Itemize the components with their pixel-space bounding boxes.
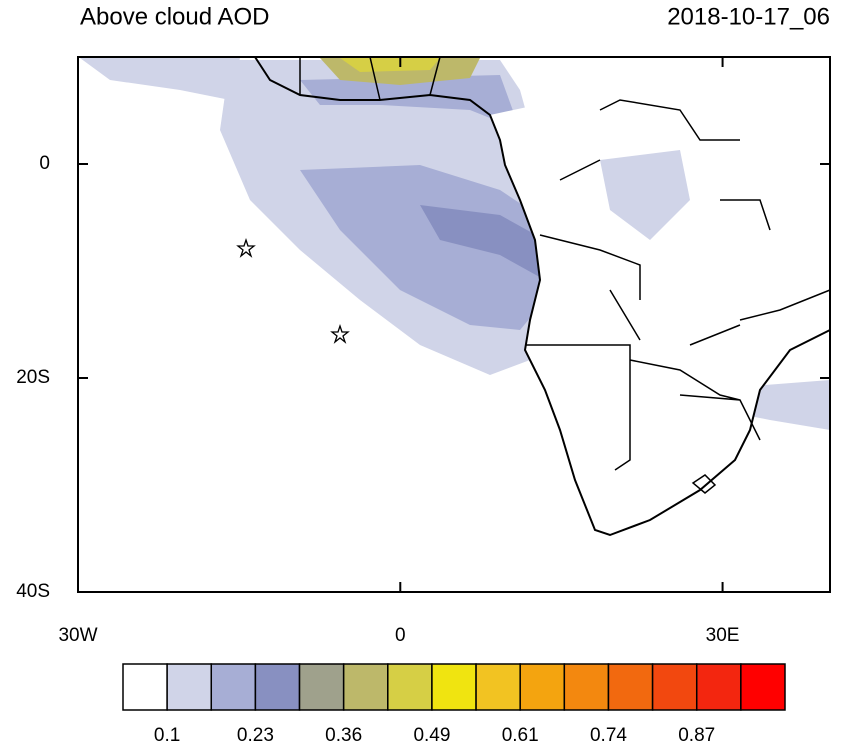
colorbar-label: 0.74 bbox=[590, 725, 627, 746]
land bbox=[490, 90, 830, 535]
x-tick-label: 0 bbox=[395, 625, 406, 646]
colorbar-label: 0.36 bbox=[325, 725, 362, 746]
colorbar: 0.1 0.23 0.36 0.49 0.61 0.74 0.87 bbox=[122, 663, 786, 746]
coastline bbox=[254, 56, 831, 537]
colorbar-label: 0.87 bbox=[678, 725, 715, 746]
country-border bbox=[299, 56, 831, 471]
colorbar-box bbox=[563, 663, 610, 711]
country-border bbox=[691, 474, 717, 494]
aerosol-plume-medium bbox=[300, 165, 545, 330]
map-title: Above cloud AOD bbox=[80, 3, 269, 30]
colorbar-box bbox=[210, 663, 257, 711]
y-tick-label: 40S bbox=[16, 581, 50, 602]
colorbar-box bbox=[695, 663, 742, 711]
colorbar-box bbox=[254, 663, 301, 711]
colorbar-box bbox=[122, 663, 168, 711]
map-area bbox=[77, 56, 831, 593]
axis-ticks: 30W 0 30E 0 20S 40S bbox=[16, 57, 830, 646]
colorbar-box bbox=[740, 663, 786, 711]
colorbar-label: 0.61 bbox=[502, 725, 539, 746]
aerosol-plume-light bbox=[80, 58, 240, 100]
y-tick-label: 20S bbox=[16, 367, 50, 388]
colorbar-box bbox=[342, 663, 389, 711]
colorbar-label: 0.23 bbox=[237, 725, 274, 746]
x-tick-label: 30W bbox=[58, 625, 97, 646]
colorbar-label: 0.1 bbox=[154, 725, 180, 746]
colorbar-box bbox=[607, 663, 654, 711]
map-frame bbox=[77, 56, 831, 593]
map-date: 2018-10-17_06 bbox=[667, 3, 830, 30]
site-marker bbox=[236, 237, 256, 258]
colorbar-box bbox=[298, 663, 345, 711]
colorbar-box bbox=[387, 663, 433, 711]
x-tick-label: 30E bbox=[706, 625, 740, 646]
colorbar-box bbox=[651, 663, 698, 711]
colorbar-box bbox=[166, 663, 213, 711]
colorbar-label: 0.49 bbox=[413, 725, 450, 746]
site-marker bbox=[330, 323, 350, 344]
colorbar-box bbox=[475, 663, 521, 711]
aerosol-plume-yellow bbox=[340, 58, 440, 72]
y-tick-label: 0 bbox=[39, 153, 50, 174]
aerosol-plume-medium bbox=[300, 75, 520, 130]
colorbar-box bbox=[431, 663, 477, 711]
colorbar-box bbox=[519, 663, 566, 711]
aerosol-over-land bbox=[600, 150, 690, 240]
